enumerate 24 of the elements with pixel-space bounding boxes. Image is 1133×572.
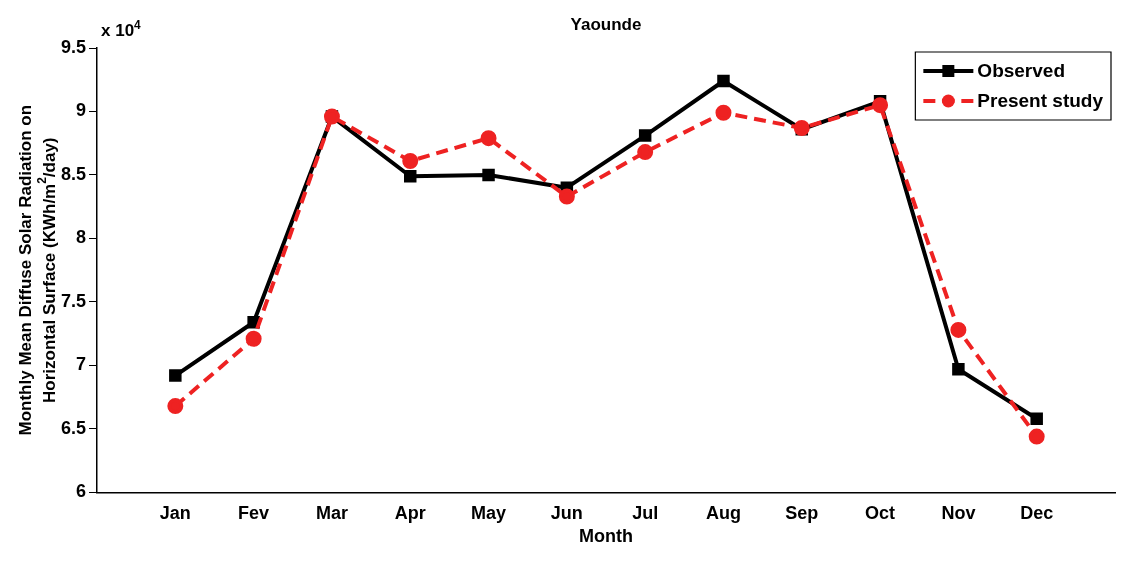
y-tick-label: 6	[76, 481, 87, 502]
x-tick-label: Oct	[865, 503, 896, 524]
y-tick-label: 8	[76, 227, 87, 248]
x-tick-label: Fev	[238, 503, 270, 524]
y-tick-label: 7.5	[60, 290, 87, 311]
x-tick-label: Aug	[705, 503, 741, 524]
x-axis-title: Month	[579, 526, 634, 547]
chart-title: Yaounde	[570, 15, 642, 34]
legend-label: Present study	[977, 90, 1104, 112]
y-tick-label: 9.5	[60, 36, 87, 57]
x-tick-label: Nov	[941, 503, 976, 524]
x-tick-label: May	[471, 503, 507, 524]
y-tick-label: 9	[76, 100, 87, 121]
x-tick-label: Mar	[315, 503, 348, 524]
y-tick-label: 6.5	[60, 417, 87, 438]
x-tick-label: Jun	[550, 503, 583, 524]
x-tick-label: Jul	[632, 503, 659, 524]
x-tick-label: Sep	[785, 503, 819, 524]
x-tick-label: Jan	[159, 503, 191, 524]
x-tick-label: Dec	[1020, 503, 1054, 524]
y-tick-label: 8.5	[60, 163, 87, 184]
legend-label: Observed	[977, 60, 1065, 82]
y-tick-label: 7	[76, 354, 87, 375]
x-tick-label: Apr	[394, 503, 426, 524]
